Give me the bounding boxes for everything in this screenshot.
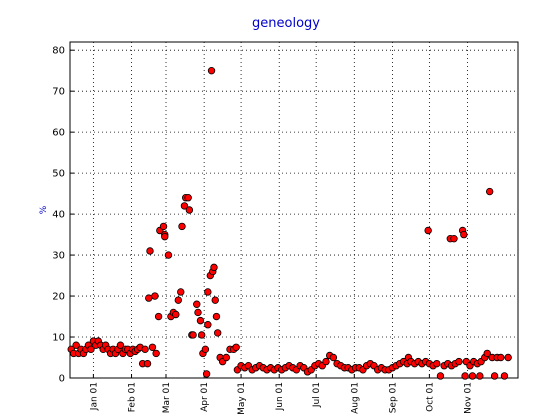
y-tick-label: 20 bbox=[52, 292, 65, 303]
point bbox=[145, 294, 153, 302]
point bbox=[184, 194, 192, 202]
y-tick-label: 10 bbox=[52, 333, 65, 344]
point bbox=[460, 230, 468, 239]
x-tick-label: Jun 01 bbox=[275, 382, 285, 411]
point bbox=[476, 372, 484, 380]
point bbox=[461, 372, 469, 380]
y-tick-label: 80 bbox=[52, 46, 65, 57]
point bbox=[468, 372, 477, 380]
y-tick-label: 60 bbox=[52, 128, 65, 139]
x-tick-label: Jul 01 bbox=[312, 382, 322, 408]
point bbox=[72, 341, 80, 349]
point bbox=[212, 312, 221, 321]
point bbox=[329, 353, 338, 362]
point bbox=[116, 341, 125, 349]
point bbox=[500, 372, 509, 380]
point bbox=[189, 331, 197, 339]
point bbox=[504, 353, 512, 362]
point bbox=[172, 310, 180, 319]
point bbox=[148, 343, 157, 351]
x-tick-label: Apr 01 bbox=[200, 382, 210, 412]
x-tick-label: Sep 01 bbox=[388, 382, 398, 413]
point bbox=[193, 300, 201, 308]
point bbox=[141, 345, 149, 354]
x-tick-label: Aug 01 bbox=[350, 382, 360, 414]
point bbox=[180, 202, 189, 210]
point bbox=[164, 251, 173, 259]
y-tick-label: 40 bbox=[52, 210, 65, 221]
y-tick-label: 30 bbox=[52, 251, 65, 262]
y-axis-label: % bbox=[39, 205, 49, 214]
point bbox=[185, 206, 194, 214]
point bbox=[232, 343, 240, 351]
x-tick-label: Jan 01 bbox=[89, 382, 99, 411]
point bbox=[222, 353, 231, 362]
point bbox=[161, 232, 169, 241]
point bbox=[87, 345, 95, 354]
point bbox=[204, 288, 212, 296]
point bbox=[152, 349, 160, 358]
point bbox=[196, 316, 205, 325]
point bbox=[322, 357, 330, 366]
point bbox=[174, 296, 183, 304]
point bbox=[204, 321, 212, 329]
point bbox=[490, 372, 499, 380]
x-tick-label: Feb 01 bbox=[128, 382, 138, 412]
point bbox=[159, 222, 168, 231]
y-tick-label: 50 bbox=[52, 169, 65, 180]
y-tick-label: 70 bbox=[52, 87, 65, 98]
point bbox=[177, 288, 185, 296]
point bbox=[178, 222, 186, 231]
point bbox=[210, 263, 218, 272]
x-tick-label: Oct 01 bbox=[425, 382, 435, 412]
point bbox=[207, 66, 216, 75]
point bbox=[485, 187, 494, 196]
chart-title: geneology bbox=[252, 16, 320, 31]
point bbox=[436, 372, 445, 380]
plot-frame bbox=[69, 41, 519, 379]
point bbox=[194, 308, 202, 317]
point bbox=[497, 353, 505, 362]
point bbox=[143, 359, 152, 368]
point bbox=[213, 329, 222, 337]
point bbox=[151, 292, 159, 300]
point bbox=[433, 359, 441, 368]
point bbox=[201, 345, 210, 354]
point bbox=[202, 370, 211, 378]
point bbox=[450, 234, 458, 243]
point bbox=[211, 296, 219, 304]
x-tick-label: Nov 01 bbox=[464, 382, 474, 414]
point bbox=[146, 247, 154, 255]
x-tick-label: Mar 01 bbox=[162, 382, 172, 413]
y-tick-label: 0 bbox=[59, 374, 65, 385]
point bbox=[424, 226, 432, 235]
point bbox=[197, 331, 206, 339]
point bbox=[154, 312, 163, 321]
x-tick-label: May 01 bbox=[237, 382, 247, 415]
point bbox=[483, 349, 491, 358]
point bbox=[455, 357, 463, 366]
